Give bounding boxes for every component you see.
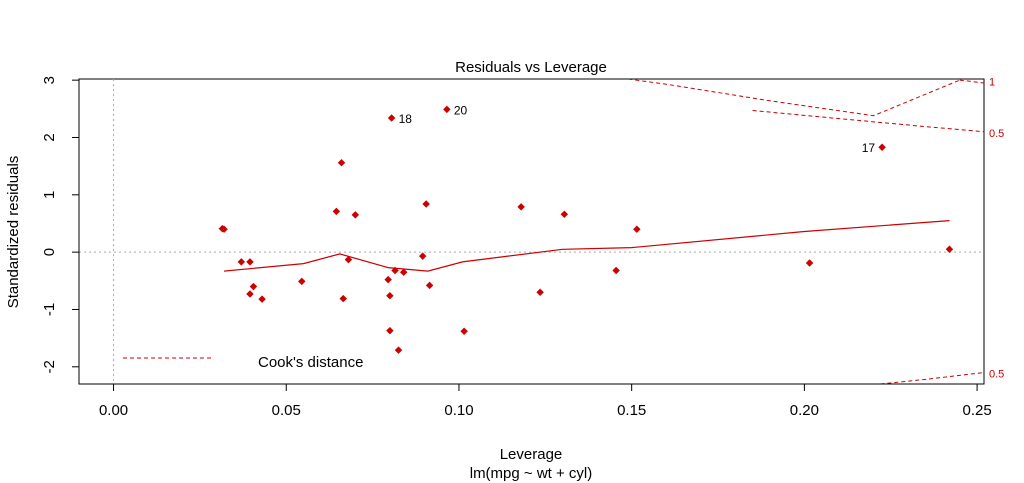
data-point [337, 158, 346, 167]
data-point [386, 326, 394, 335]
data-point [460, 327, 468, 335]
data-point [418, 252, 427, 260]
y-axis: -2 -1 0 1 2 3 [41, 76, 80, 373]
data-point [339, 294, 347, 303]
x-tick-label: 0.25 [962, 402, 991, 419]
data-point [399, 268, 408, 276]
data-point [536, 288, 544, 296]
data-point [386, 291, 394, 300]
cooks-contour-label: 1 [989, 76, 995, 88]
data-point [237, 258, 246, 266]
x-tick-label: 0.15 [617, 402, 646, 419]
data-point [443, 105, 451, 114]
x-tick-label: 0.05 [272, 402, 301, 419]
y-tick-label: -1 [41, 303, 58, 316]
cooks-contour-1 [959, 79, 984, 84]
legend: Cook's distance [123, 354, 363, 371]
smooth-line [224, 220, 950, 272]
data-point [344, 255, 353, 264]
y-tick-label: -2 [41, 360, 58, 373]
data-point [394, 346, 403, 354]
data-point [298, 277, 306, 286]
cooks-contour-label: 0.5 [989, 128, 1004, 140]
legend-label: Cook's distance [258, 354, 363, 371]
y-tick-label: 1 [41, 191, 58, 199]
cooks-contour-2 [752, 110, 984, 133]
chart-title: Residuals vs Leverage [455, 59, 607, 76]
cooks-contour-labels: 1 0.5 0.5 [989, 76, 1004, 380]
chart-subtitle: lm(mpg ~ wt + cyl) [470, 465, 593, 482]
smooth-line-layer [224, 220, 950, 272]
x-tick-label: 0.20 [790, 402, 819, 419]
data-points: 18 20 17 [218, 103, 954, 354]
point-label-17: 17 [862, 141, 876, 155]
point-label-18: 18 [399, 112, 413, 126]
data-point [387, 114, 396, 122]
data-point [612, 266, 620, 275]
cooks-distance-contours [623, 79, 984, 384]
y-tick-label: 0 [41, 248, 58, 256]
data-point [945, 245, 954, 253]
y-axis-label: Standardized residuals [5, 156, 22, 309]
data-point [246, 258, 254, 266]
cooks-contour-0 [623, 79, 960, 117]
data-point [422, 200, 430, 208]
cooks-contour-label: 0.5 [989, 369, 1004, 381]
y-tick-label: 3 [41, 76, 58, 84]
data-point [560, 210, 569, 219]
cooks-contour-3 [880, 372, 984, 384]
data-point [332, 207, 341, 216]
point-label-20: 20 [454, 103, 468, 117]
y-tick-label: 2 [41, 133, 58, 141]
data-point [351, 211, 360, 219]
data-point [249, 282, 258, 291]
data-point [384, 275, 392, 284]
x-tick-label: 0.00 [99, 402, 128, 419]
data-point [220, 225, 228, 233]
x-axis-label: Leverage [500, 446, 563, 463]
reference-lines [79, 79, 984, 384]
data-point [246, 290, 254, 298]
data-point [425, 281, 434, 290]
data-point [391, 266, 399, 275]
data-point [517, 203, 525, 211]
data-point [258, 295, 266, 303]
data-point [633, 225, 641, 233]
data-point [805, 259, 814, 267]
x-tick-label: 0.10 [444, 402, 473, 419]
data-point [878, 143, 886, 151]
x-axis: 0.00 0.05 0.10 0.15 0.20 0.25 [99, 383, 992, 419]
plot-frame [78, 78, 985, 385]
